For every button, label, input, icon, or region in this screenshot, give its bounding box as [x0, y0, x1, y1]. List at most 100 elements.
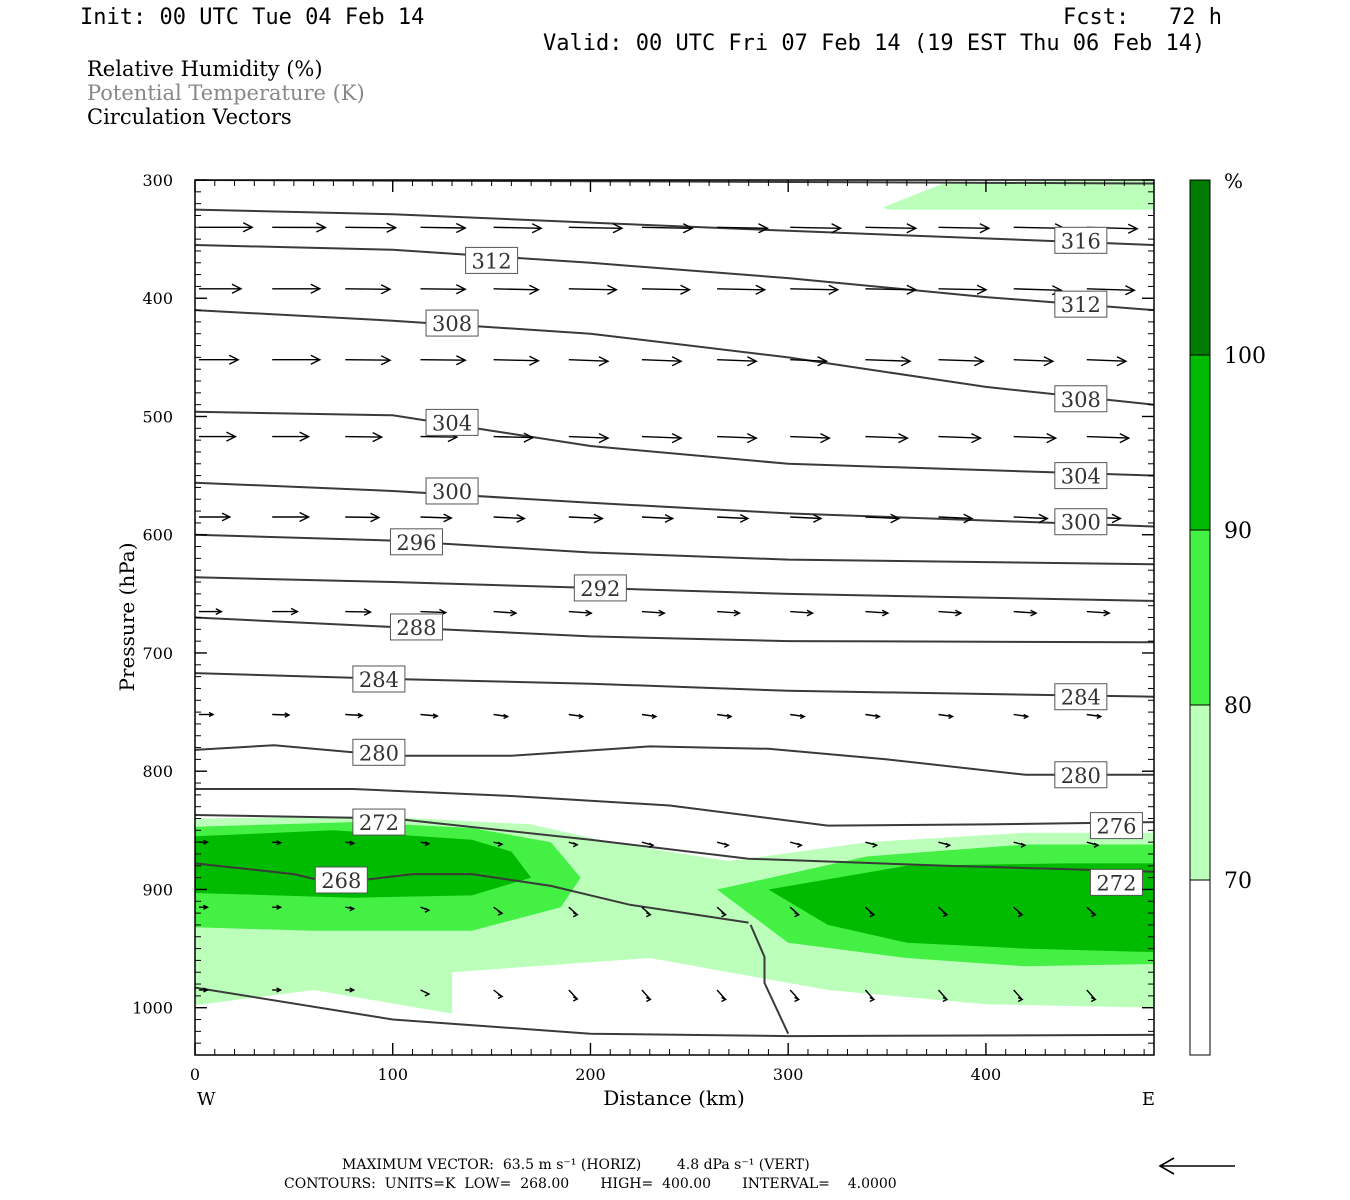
vector-head: [755, 284, 767, 295]
vector-arrow: [420, 713, 439, 719]
vector-head: [607, 284, 618, 295]
legend-circulation-vectors: Circulation Vectors: [87, 105, 292, 129]
vector-shaft: [345, 359, 391, 361]
legend-relative-humidity: Relative Humidity (%): [87, 57, 323, 81]
vector-head: [875, 713, 881, 720]
vector-shaft: [716, 989, 727, 1000]
vector-arrow: [641, 513, 675, 523]
vector-arrow: [345, 906, 356, 912]
vector-head: [380, 355, 392, 366]
vector-arrow: [717, 713, 733, 720]
vector-shaft: [938, 288, 987, 291]
vector-arrow: [938, 906, 949, 918]
vector-arrow: [717, 609, 742, 617]
y-tick-label: 700: [142, 644, 173, 663]
vector-head: [363, 608, 373, 616]
vector-arrow: [345, 222, 398, 233]
vector-arrow: [716, 989, 728, 1003]
vector-shaft: [790, 226, 841, 229]
vector-arrow: [420, 906, 431, 913]
vector-arrow: [1013, 841, 1027, 848]
vector-arrow: [790, 713, 806, 720]
vector-shaft: [790, 288, 838, 291]
vector-arrow: [272, 511, 311, 523]
vector-arrow: [345, 608, 373, 616]
valid-time: Valid: 00 UTC Fri 07 Feb 14 (19 EST Thu …: [543, 31, 1206, 56]
vector-arrow: [1013, 432, 1058, 444]
vector-head: [612, 223, 624, 234]
vector-arrow: [938, 356, 985, 367]
vector-arrow: [790, 284, 840, 295]
vector-head: [585, 609, 593, 617]
vector-shaft: [641, 610, 665, 614]
vector-head: [497, 841, 504, 847]
vector-head: [503, 713, 510, 720]
x-tick-label: 300: [773, 1065, 804, 1084]
vector-arrow: [641, 906, 652, 918]
vector-head: [671, 432, 683, 444]
vector-head: [680, 284, 692, 295]
rh-colorbar: 100 90 80 70: [1189, 179, 1266, 1056]
vector-shaft: [865, 516, 900, 520]
vector-head: [276, 904, 283, 910]
theta-contour-316: [195, 208, 1154, 246]
vector-shaft: [345, 435, 382, 438]
vector-arrow: [1013, 906, 1024, 918]
contour-label-288-0: 288: [396, 616, 436, 640]
vector-shaft: [493, 226, 542, 229]
vector-arrow: [272, 222, 327, 233]
vector-arrow: [568, 906, 579, 918]
theta-contour-284: [195, 672, 1154, 698]
vector-arrow: [345, 712, 364, 719]
vector-head: [963, 513, 974, 524]
contour-label-box-272-1: [1089, 868, 1143, 896]
vector-shaft: [938, 516, 973, 520]
vector-arrow: [641, 609, 666, 617]
relative-humidity-fill: [195, 180, 1154, 1014]
vector-arrow: [1013, 713, 1030, 720]
vector-head: [290, 607, 299, 616]
vector-arrow: [199, 987, 209, 993]
vector-arrow: [493, 284, 540, 295]
vector-arrow: [420, 355, 467, 366]
colorbar-segment: [1190, 355, 1210, 530]
vector-head: [797, 842, 803, 848]
vector-head: [228, 354, 240, 365]
vector-head: [221, 512, 232, 522]
vector-shaft: [790, 359, 827, 362]
vector-shaft: [865, 288, 916, 291]
vector-arrow: [865, 284, 918, 295]
vector-arrow: [345, 512, 381, 523]
vector-arrow: [568, 513, 604, 524]
vector-shaft: [1013, 516, 1048, 520]
vector-shaft: [790, 610, 813, 614]
rh-region-70-0: [883, 180, 1154, 210]
vector-arrow: [938, 841, 952, 848]
theta-contour-292: [195, 576, 1154, 602]
vector-arrow: [420, 222, 467, 234]
vector-head: [831, 223, 843, 234]
vector-shaft: [1013, 713, 1028, 718]
vector-head: [721, 996, 728, 1003]
vector-arrow: [493, 355, 540, 366]
vector-arrow: [938, 609, 963, 617]
vector-shaft: [1086, 435, 1129, 439]
vector-arrow: [1086, 906, 1097, 918]
vector-shaft: [937, 989, 948, 1000]
vector-head: [226, 431, 237, 442]
vector-arrow: [938, 223, 991, 234]
vector-shaft: [568, 713, 583, 718]
vector-head: [299, 511, 311, 523]
vector-arrow: [199, 354, 240, 365]
colorbar-level-label: 100: [1224, 344, 1266, 369]
vector-shaft: [717, 359, 757, 362]
y-tick-label: 800: [142, 762, 173, 781]
vector-arrow: [568, 841, 579, 848]
contour-label-296-0: 296: [396, 531, 436, 555]
vector-head: [1017, 996, 1024, 1003]
vector-shaft: [865, 359, 911, 362]
vector-shaft: [568, 610, 592, 614]
vector-head: [1020, 842, 1027, 848]
vector-arrow: [272, 354, 322, 365]
vector-arrow: [1013, 285, 1063, 296]
